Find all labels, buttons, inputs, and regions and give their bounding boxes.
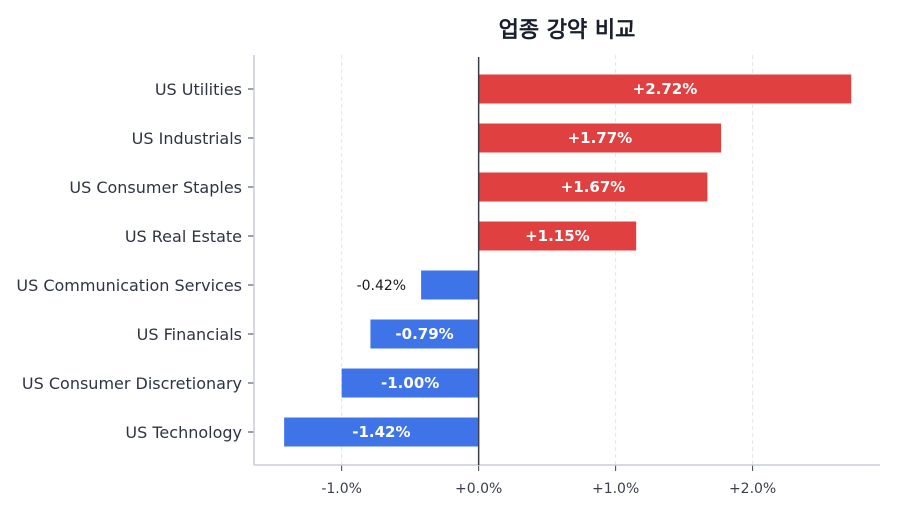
data-label: +1.67% bbox=[561, 178, 626, 196]
bar bbox=[478, 221, 637, 251]
x-tick-label: +0.0% bbox=[455, 481, 502, 497]
bar bbox=[421, 270, 479, 300]
data-label: +1.77% bbox=[568, 129, 633, 147]
category-label: US Utilities bbox=[155, 80, 242, 99]
category-label: US Consumer Staples bbox=[69, 178, 242, 197]
category-label: US Industrials bbox=[132, 129, 242, 148]
chart-title: 업종 강약 비교 bbox=[499, 18, 636, 43]
bar bbox=[478, 74, 852, 104]
bar bbox=[478, 123, 722, 153]
x-tick-label: +2.0% bbox=[729, 481, 776, 497]
category-label: US Communication Services bbox=[16, 276, 242, 295]
category-label: US Real Estate bbox=[125, 227, 242, 246]
category-label: US Financials bbox=[137, 325, 242, 344]
x-tick-label: -1.0% bbox=[321, 481, 362, 497]
data-label: -0.42% bbox=[357, 278, 407, 294]
category-label: US Technology bbox=[125, 423, 242, 442]
bar bbox=[284, 417, 479, 447]
category-label: US Consumer Discretionary bbox=[22, 374, 242, 393]
data-label: -1.00% bbox=[381, 374, 439, 392]
bar bbox=[370, 319, 479, 349]
bar bbox=[341, 368, 479, 398]
data-label: +1.15% bbox=[525, 227, 590, 245]
data-label: +2.72% bbox=[633, 80, 698, 98]
x-tick-label: +1.0% bbox=[592, 481, 639, 497]
data-label: -1.42% bbox=[352, 423, 410, 441]
bar bbox=[478, 172, 708, 202]
data-label: -0.79% bbox=[395, 325, 453, 343]
